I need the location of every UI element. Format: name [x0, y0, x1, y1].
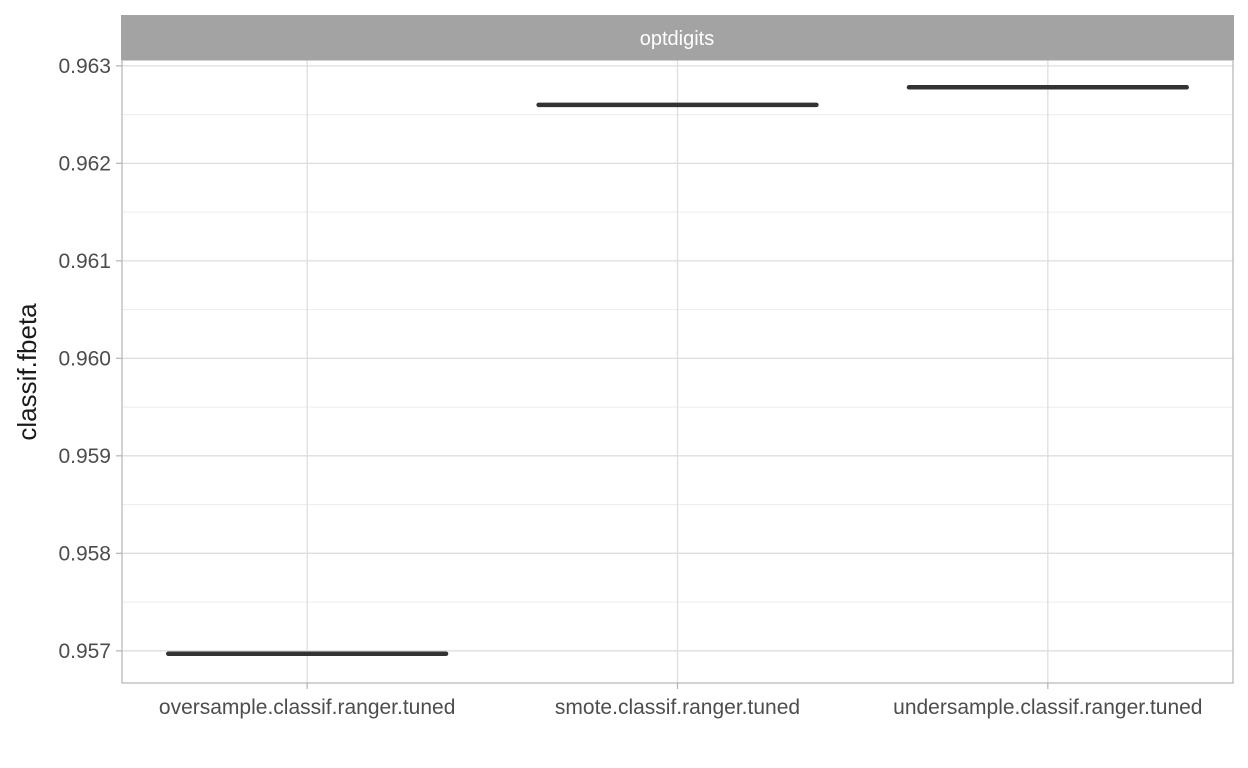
x-tick-label: undersample.classif.ranger.tuned [893, 696, 1202, 719]
y-tick-label: 0.962 [58, 152, 111, 175]
y-tick-label: 0.957 [58, 640, 111, 663]
x-tick-label: smote.classif.ranger.tuned [555, 696, 800, 719]
box-marks [166, 85, 1189, 657]
x-tick-label: oversample.classif.ranger.tuned [159, 696, 456, 719]
y-tick-label: 0.960 [58, 347, 111, 370]
y-axis-title: classif.fbeta [12, 303, 42, 441]
y-tick-label: 0.959 [58, 445, 111, 468]
y-tick-label: 0.963 [58, 55, 111, 78]
major-gridlines [122, 60, 1233, 683]
y-tick-label: 0.958 [58, 542, 111, 565]
facet-strip [121, 15, 1234, 60]
y-tick-label: 0.961 [58, 250, 111, 273]
y-axis-ticks: 0.957 0.958 0.959 0.960 0.961 0.962 0.963 [58, 55, 122, 663]
x-axis-ticks: oversample.classif.ranger.tuned smote.cla… [159, 683, 1203, 719]
facet-strip-label: optdigits [640, 28, 715, 50]
